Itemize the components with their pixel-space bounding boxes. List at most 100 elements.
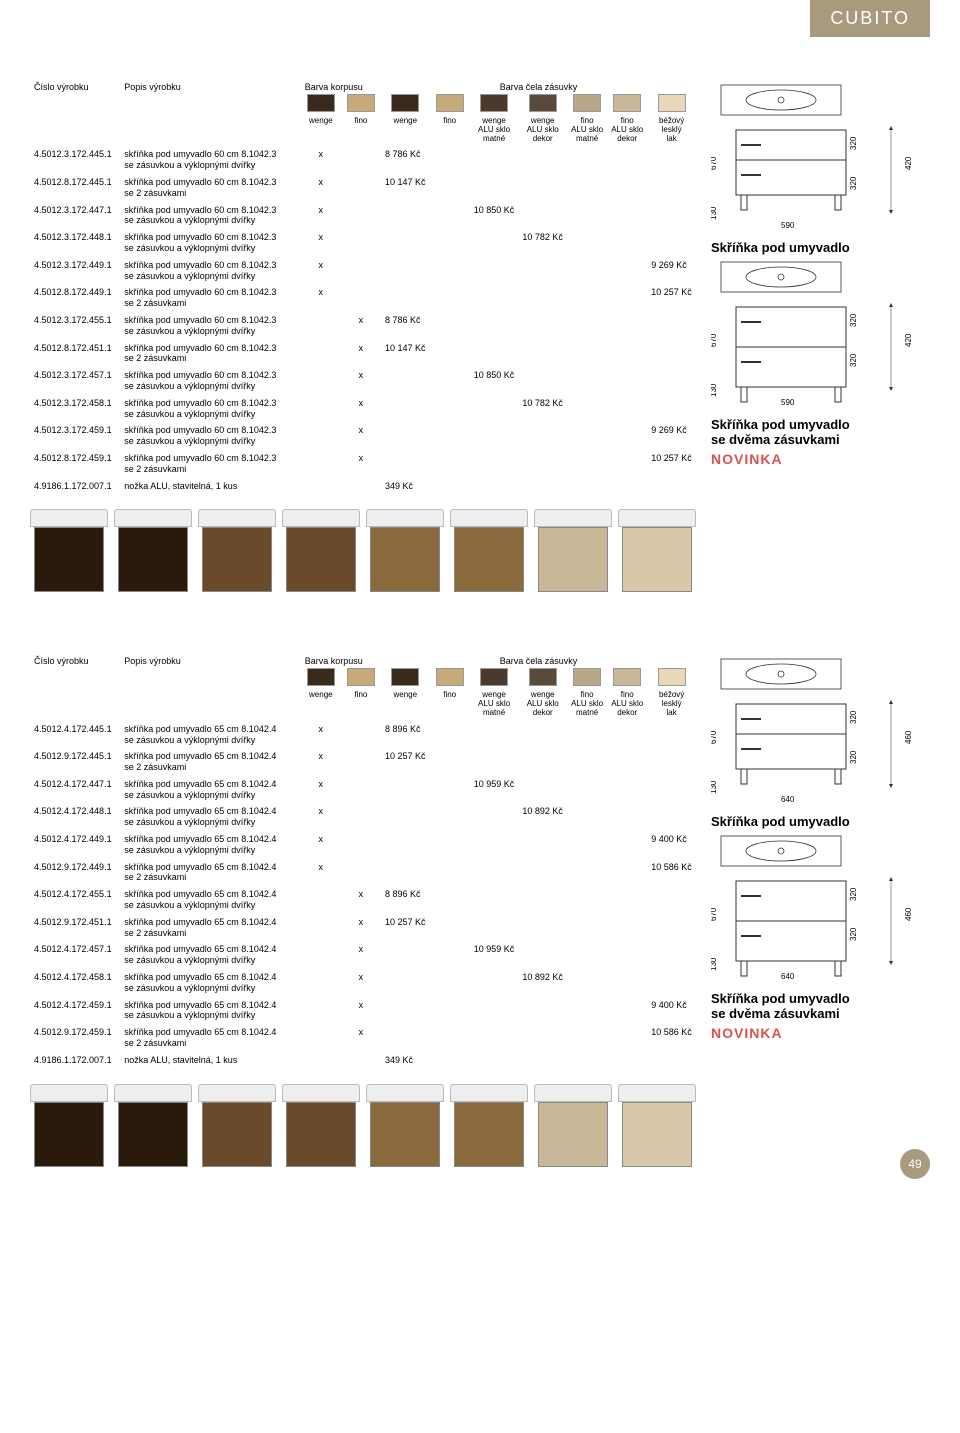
swatch-label: finoALU sklodekor <box>607 688 647 720</box>
svg-text:420: 420 <box>904 156 913 170</box>
mark: x <box>301 257 341 285</box>
product-id: 4.5012.3.172.459.1 <box>30 422 120 450</box>
product-id: 4.5012.8.172.459.1 <box>30 450 120 478</box>
mark: x <box>341 969 381 997</box>
product-desc: skříňka pod umyvadlo 65 cm 8.1042.4se 2 … <box>120 914 301 942</box>
price: 349 Kč <box>381 478 430 495</box>
mark: x <box>301 831 341 859</box>
product-row: 4.5012.4.172.449.1 skříňka pod umyvadlo … <box>30 831 696 859</box>
swatch-label: fino <box>341 688 381 720</box>
product-desc: skříňka pod umyvadlo 65 cm 8.1042.4se 2 … <box>120 748 301 776</box>
product-row: 4.5012.4.172.448.1 skříňka pod umyvadlo … <box>30 803 696 831</box>
svg-text:130: 130 <box>711 780 718 794</box>
product-desc: skříňka pod umyvadlo 65 cm 8.1042.4se 2 … <box>120 859 301 887</box>
swatch <box>573 94 601 112</box>
svg-text:130: 130 <box>711 957 718 971</box>
novinka-label: NOVINKA <box>711 451 931 467</box>
swatch-label: fino <box>430 688 470 720</box>
product-id: 4.5012.9.172.459.1 <box>30 1024 120 1052</box>
product-row: 4.5012.4.172.447.1 skříňka pod umyvadlo … <box>30 776 696 804</box>
price: 9 400 Kč <box>647 831 696 859</box>
swatch <box>658 94 686 112</box>
price: 10 257 Kč <box>647 450 696 478</box>
svg-text:320: 320 <box>849 353 858 367</box>
product-row: 4.5012.4.172.459.1 skříňka pod umyvadlo … <box>30 997 696 1025</box>
product-id: 4.5012.4.172.448.1 <box>30 803 120 831</box>
price: 9 400 Kč <box>647 997 696 1025</box>
price: 10 850 Kč <box>470 367 519 395</box>
product-thumb <box>450 509 528 594</box>
svg-text:320: 320 <box>849 750 858 764</box>
product-row: 4.9186.1.172.007.1 nožka ALU, stavitelná… <box>30 478 696 495</box>
product-desc: skříňka pod umyvadlo 65 cm 8.1042.4se zá… <box>120 803 301 831</box>
mark: x <box>341 395 381 423</box>
price: 8 786 Kč <box>381 312 430 340</box>
product-desc: skříňka pod umyvadlo 65 cm 8.1042.4se 2 … <box>120 1024 301 1052</box>
price: 9 269 Kč <box>647 422 696 450</box>
product-thumb <box>534 509 612 594</box>
product-id: 4.5012.3.172.447.1 <box>30 202 120 230</box>
col-zasuvka: Barva čela zásuvky <box>381 654 696 668</box>
mark: x <box>341 914 381 942</box>
price: 10 892 Kč <box>518 969 567 997</box>
mark: x <box>301 803 341 831</box>
product-thumb <box>282 509 360 594</box>
swatch-label: wenge <box>301 688 341 720</box>
swatch-label: finoALU sklomatné <box>567 688 607 720</box>
swatch <box>436 668 464 686</box>
product-desc: skříňka pod umyvadlo 60 cm 8.1042.3se zá… <box>120 146 301 174</box>
svg-text:460: 460 <box>904 730 913 744</box>
mark: x <box>301 748 341 776</box>
swatch <box>529 94 557 112</box>
svg-text:130: 130 <box>711 383 718 397</box>
product-desc: skříňka pod umyvadlo 60 cm 8.1042.3se 2 … <box>120 450 301 478</box>
caption-2: Skříňka pod umyvadlose dvěma zásuvkami <box>711 417 931 447</box>
col-desc: Popis výrobku <box>120 654 301 668</box>
mark: x <box>301 776 341 804</box>
svg-text:320: 320 <box>849 710 858 724</box>
svg-text:320: 320 <box>849 176 858 190</box>
product-id: 4.5012.4.172.449.1 <box>30 831 120 859</box>
svg-text:640: 640 <box>781 795 795 804</box>
caption-1: Skříňka pod umyvadlo <box>711 814 931 829</box>
product-desc: skříňka pod umyvadlo 65 cm 8.1042.4se zá… <box>120 776 301 804</box>
product-id: 4.5012.3.172.448.1 <box>30 229 120 257</box>
product-thumb <box>534 1084 612 1169</box>
product-row: 4.5012.8.172.451.1 skříňka pod umyvadlo … <box>30 340 696 368</box>
product-id: 4.5012.4.172.447.1 <box>30 776 120 804</box>
product-id: 4.5012.3.172.445.1 <box>30 146 120 174</box>
swatch-label: wengeALU sklomatné <box>470 688 519 720</box>
mark: x <box>341 1024 381 1052</box>
swatch-label: béžovýlesklýlak <box>647 688 696 720</box>
swatch <box>658 668 686 686</box>
thumb-row <box>30 1084 696 1169</box>
product-id: 4.5012.3.172.458.1 <box>30 395 120 423</box>
product-thumb <box>366 509 444 594</box>
svg-text:130: 130 <box>711 206 718 220</box>
brand-badge: CUBITO <box>810 0 930 37</box>
product-row: 4.5012.3.172.457.1 skříňka pod umyvadlo … <box>30 367 696 395</box>
product-id: 4.5012.9.172.451.1 <box>30 914 120 942</box>
price: 10 782 Kč <box>518 229 567 257</box>
product-thumb <box>114 1084 192 1169</box>
product-id: 4.5012.4.172.457.1 <box>30 941 120 969</box>
col-korpus: Barva korpusu <box>301 80 381 94</box>
swatch-label: finoALU sklodekor <box>607 114 647 146</box>
product-desc: skříňka pod umyvadlo 65 cm 8.1042.4se zá… <box>120 941 301 969</box>
swatch-label: wenge <box>301 114 341 146</box>
novinka-label: NOVINKA <box>711 1025 931 1041</box>
product-desc: skříňka pod umyvadlo 60 cm 8.1042.3se 2 … <box>120 284 301 312</box>
product-table-1: Číslo výrobku Popis výrobku Barva korpus… <box>30 80 696 494</box>
product-id: 4.5012.4.172.459.1 <box>30 997 120 1025</box>
product-id: 4.5012.4.172.458.1 <box>30 969 120 997</box>
product-row: 4.5012.9.172.451.1 skříňka pod umyvadlo … <box>30 914 696 942</box>
product-row: 4.5012.9.172.459.1 skříňka pod umyvadlo … <box>30 1024 696 1052</box>
col-desc: Popis výrobku <box>120 80 301 94</box>
price: 10 850 Kč <box>470 202 519 230</box>
mark: x <box>301 146 341 174</box>
price: 10 959 Kč <box>470 941 519 969</box>
mark: x <box>301 202 341 230</box>
swatch-label: fino <box>430 114 470 146</box>
product-id: 4.5012.8.172.445.1 <box>30 174 120 202</box>
product-desc: skříňka pod umyvadlo 60 cm 8.1042.3se zá… <box>120 229 301 257</box>
